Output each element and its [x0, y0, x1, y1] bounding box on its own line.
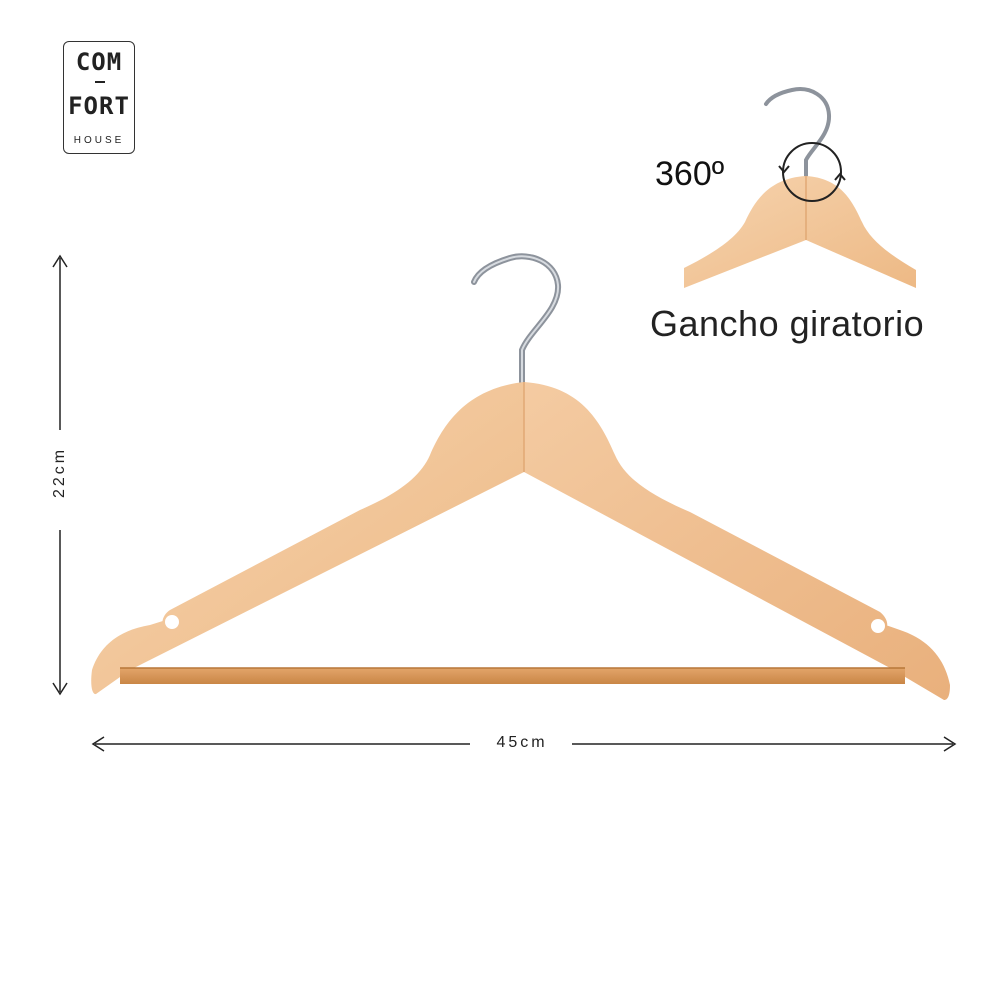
height-dimension-arrow — [52, 254, 68, 696]
width-dimension-arrow — [91, 736, 957, 752]
trouser-bar — [120, 668, 905, 684]
swivel-hook-caption: Gancho giratorio — [650, 303, 925, 344]
right-notch — [871, 619, 885, 633]
brand-logo: COM FORT HOUSE — [63, 41, 135, 154]
wooden-hanger — [91, 253, 950, 700]
width-label: 45cm — [496, 734, 548, 751]
height-label: 22cm — [51, 446, 68, 498]
logo-line-3: HOUSE — [73, 135, 125, 146]
hanger-hook — [471, 253, 562, 385]
swivel-hook-detail — [684, 87, 916, 288]
logo-line-2: FORT — [68, 92, 130, 120]
inset-hanger-top — [684, 176, 916, 288]
hanger-right-arm — [524, 382, 950, 700]
inset-hook — [764, 87, 832, 180]
hanger-left-arm — [91, 382, 524, 695]
logo-divider — [95, 81, 105, 83]
rotation-degrees-label: 360º — [655, 155, 725, 193]
logo-line-1: COM — [75, 48, 123, 76]
left-notch — [165, 615, 179, 629]
